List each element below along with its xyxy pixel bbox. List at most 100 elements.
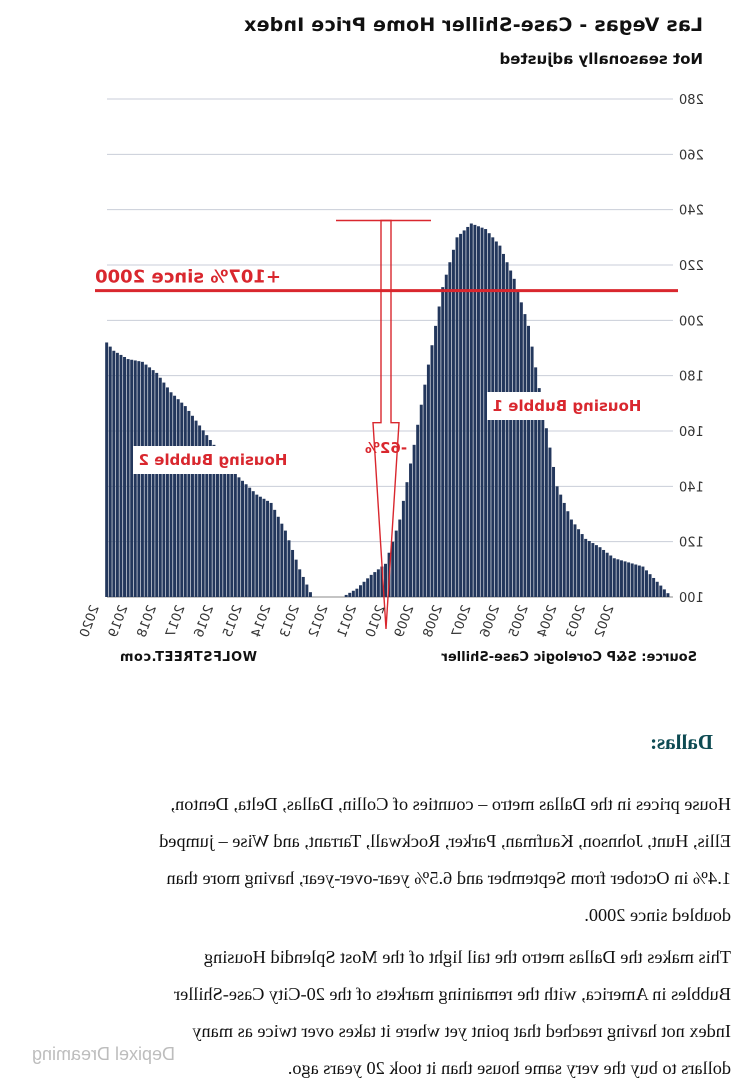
bar [594,545,598,597]
bar [516,290,520,597]
bar [505,262,509,597]
bar [523,314,527,597]
bar [655,581,659,597]
bar [283,530,287,597]
bar [273,509,277,597]
x-tick-label: 2016 [192,603,217,639]
bar [205,435,209,597]
bar [269,502,273,597]
x-tick-label: 2020 [77,603,102,639]
section-heading: Dallas: [650,730,713,754]
y-tick-label: 200 [679,314,704,329]
bar [580,534,584,597]
bar [441,287,445,597]
x-tick-label: 2008 [421,603,446,639]
bar [115,352,119,597]
bar [619,560,623,597]
bar [291,549,295,597]
bar [659,585,663,597]
bar [416,424,420,597]
bar [183,406,187,597]
bar [527,325,530,597]
bar [287,540,291,597]
bar [384,563,387,597]
annotation-bubble-1: Housing Bubble 1 [493,397,642,415]
bar [569,519,573,597]
paragraph-1-line: 1.4% in October from September and 6.5% … [166,868,731,888]
x-tick-label: 2005 [506,603,531,639]
bar [544,428,548,597]
bar [241,480,244,597]
annotation-bubble-2: Housing Bubble 2 [139,451,288,469]
bar [255,494,259,597]
bar [190,415,194,597]
bar [173,395,177,597]
bar [419,404,423,597]
bar [605,552,609,597]
bar [448,262,452,597]
credit-text: WOLFSTREET.com [119,650,257,665]
source-note: Source: S&P Corelogic Case-Shiller [441,650,697,665]
bar [187,410,191,597]
bar [262,498,266,597]
paragraph-2-line: Bubbles in America, with the remaining m… [174,984,731,1004]
bar [198,425,202,597]
bar [119,354,123,597]
bar [248,487,252,597]
bar [219,455,223,597]
bar [623,561,627,597]
bar [226,466,230,597]
bar [534,367,538,597]
bar [552,466,556,597]
bar [126,359,130,597]
bar [473,224,477,597]
bar [258,496,262,597]
bar [627,562,631,597]
chart-subtitle: Not seasonally adjusted [499,50,703,68]
annotations-layer: +107% since 2000 -62% Housing Bubble 1 Hous… [95,219,678,630]
x-tick-label: 2011 [335,603,360,639]
x-tick-label: 2019 [106,603,131,639]
bar [280,523,284,597]
bar [652,577,656,597]
bar [519,302,523,597]
y-tick-label: 280 [679,93,704,108]
bar [391,541,395,597]
bar [469,223,473,597]
bar [348,592,352,597]
x-tick-label: 2004 [535,603,560,639]
bar [645,570,648,597]
y-tick-label: 220 [679,259,704,274]
bar [230,470,234,597]
bar [409,463,413,597]
x-tick-label: 2007 [449,603,474,639]
bar [444,274,448,597]
bar [140,361,144,597]
bar [133,360,137,597]
bar [630,563,634,597]
bar [108,346,112,597]
reference-line-label: +107% since 2000 [95,267,281,288]
bar [216,450,219,597]
bar [555,486,559,597]
bar [598,547,602,597]
bar [144,364,148,597]
bar [112,350,116,597]
bar [401,500,405,597]
bar [344,594,348,597]
bar [301,576,305,597]
bar [359,585,362,597]
bar [298,569,302,597]
paragraph-1-line: Ellis, Hunt, Johnson, Kaufman, Parker, R… [159,831,731,851]
bar [151,370,155,597]
bar [466,226,470,598]
bar [637,565,641,597]
bar [577,529,581,597]
bar [369,574,373,597]
chart-title: Las Vegas - Case-Shiller Home Price Inde… [243,14,703,36]
x-tick-label: 2018 [135,603,160,639]
bar [137,361,141,597]
bar [648,574,652,597]
bar [512,278,516,597]
